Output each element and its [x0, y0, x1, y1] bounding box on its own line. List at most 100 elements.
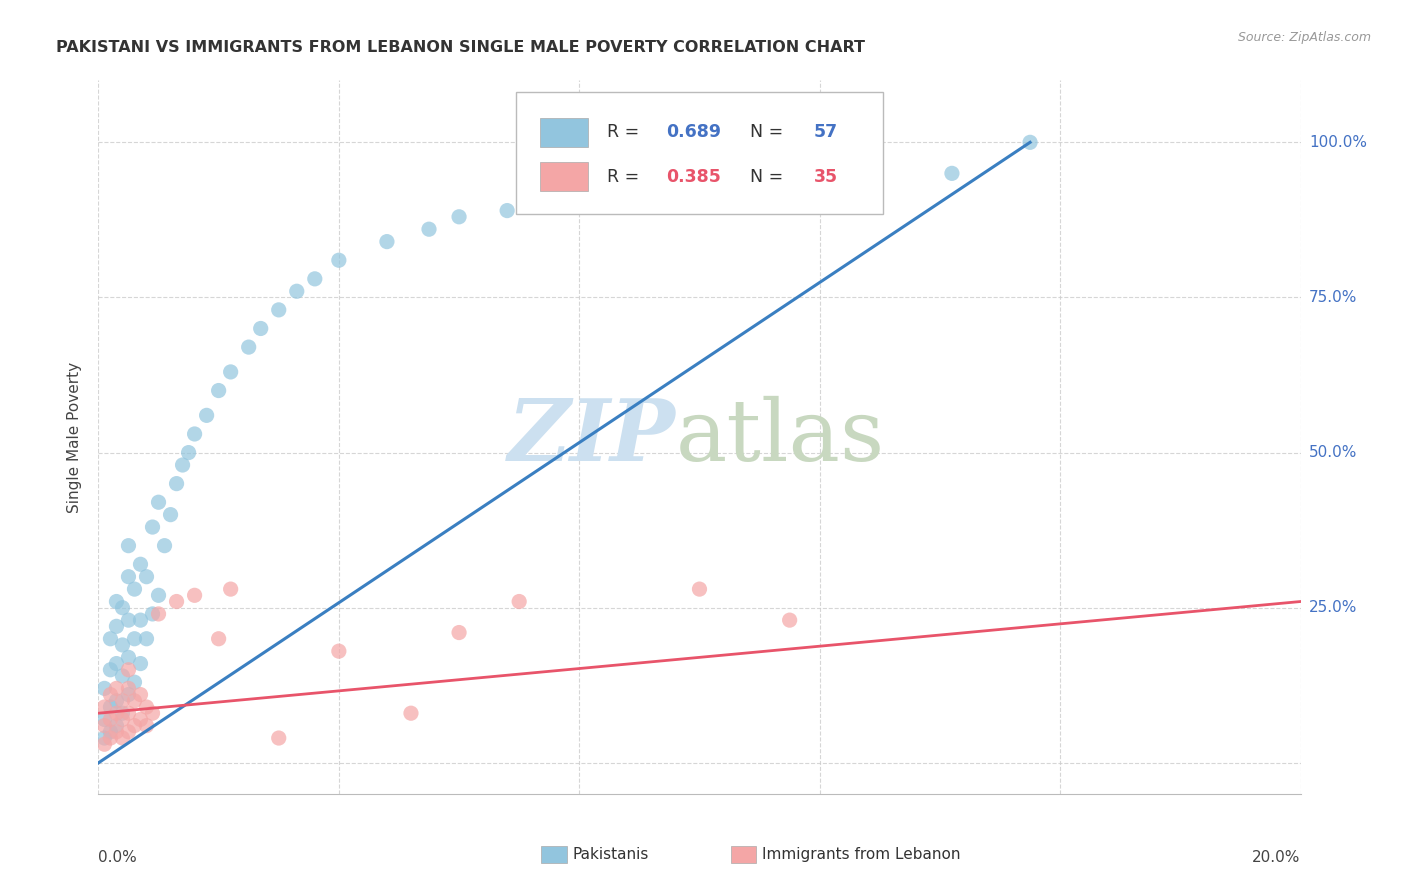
- Point: [129, 613, 152, 627]
- Text: 35: 35: [814, 168, 838, 186]
- Point: [117, 663, 139, 677]
- Point: [238, 340, 260, 354]
- Text: 0.0%: 0.0%: [98, 850, 138, 864]
- Text: N =: N =: [740, 123, 789, 141]
- FancyBboxPatch shape: [540, 162, 588, 191]
- Point: [100, 713, 122, 727]
- Point: [111, 694, 134, 708]
- Point: [135, 700, 157, 714]
- Point: [779, 613, 801, 627]
- Point: [148, 588, 170, 602]
- Point: [688, 582, 710, 596]
- Point: [93, 737, 115, 751]
- Point: [105, 594, 128, 608]
- Point: [135, 570, 157, 584]
- Text: N =: N =: [740, 168, 789, 186]
- Point: [208, 384, 231, 398]
- Point: [129, 713, 152, 727]
- Point: [105, 619, 128, 633]
- Point: [124, 632, 146, 646]
- Point: [117, 570, 139, 584]
- Point: [399, 706, 422, 721]
- Point: [124, 718, 146, 732]
- Text: ZIP: ZIP: [508, 395, 675, 479]
- Point: [111, 706, 134, 721]
- Point: [111, 669, 134, 683]
- Point: [100, 632, 122, 646]
- Point: [447, 625, 470, 640]
- Point: [153, 539, 176, 553]
- Point: [148, 495, 170, 509]
- Point: [105, 718, 128, 732]
- Point: [100, 731, 122, 745]
- Point: [117, 706, 139, 721]
- Text: PAKISTANI VS IMMIGRANTS FROM LEBANON SINGLE MALE POVERTY CORRELATION CHART: PAKISTANI VS IMMIGRANTS FROM LEBANON SIN…: [56, 40, 865, 55]
- Point: [177, 445, 200, 459]
- Text: Source: ZipAtlas.com: Source: ZipAtlas.com: [1237, 31, 1371, 45]
- Text: 0.689: 0.689: [666, 123, 721, 141]
- Point: [117, 681, 139, 696]
- Text: Immigrants from Lebanon: Immigrants from Lebanon: [762, 847, 960, 862]
- Point: [93, 681, 115, 696]
- Point: [105, 706, 128, 721]
- Point: [135, 718, 157, 732]
- Point: [208, 632, 231, 646]
- Point: [141, 520, 163, 534]
- Point: [328, 644, 350, 658]
- Point: [219, 365, 242, 379]
- Point: [117, 613, 139, 627]
- Text: 50.0%: 50.0%: [1309, 445, 1357, 460]
- Point: [111, 713, 134, 727]
- FancyBboxPatch shape: [516, 93, 883, 214]
- Point: [117, 539, 139, 553]
- Point: [111, 600, 134, 615]
- Point: [93, 700, 115, 714]
- Text: R =: R =: [607, 123, 645, 141]
- Point: [117, 650, 139, 665]
- Point: [135, 632, 157, 646]
- Point: [117, 688, 139, 702]
- Point: [267, 731, 290, 745]
- Point: [129, 558, 152, 572]
- Point: [555, 197, 578, 211]
- Point: [285, 285, 308, 299]
- Point: [105, 694, 128, 708]
- Point: [328, 253, 350, 268]
- Point: [941, 166, 963, 180]
- Point: [508, 594, 530, 608]
- Point: [148, 607, 170, 621]
- Point: [183, 588, 205, 602]
- Point: [124, 582, 146, 596]
- Point: [100, 700, 122, 714]
- Point: [124, 694, 146, 708]
- Y-axis label: Single Male Poverty: Single Male Poverty: [67, 361, 83, 513]
- Point: [195, 409, 218, 423]
- Point: [141, 706, 163, 721]
- Point: [375, 235, 398, 249]
- Text: Pakistanis: Pakistanis: [572, 847, 648, 862]
- Point: [496, 203, 519, 218]
- Point: [100, 688, 122, 702]
- Text: 25.0%: 25.0%: [1309, 600, 1357, 615]
- Point: [183, 427, 205, 442]
- Text: 0.385: 0.385: [666, 168, 721, 186]
- Point: [304, 272, 326, 286]
- Point: [105, 681, 128, 696]
- Point: [141, 607, 163, 621]
- Text: 20.0%: 20.0%: [1253, 850, 1301, 864]
- Point: [117, 724, 139, 739]
- Point: [100, 663, 122, 677]
- Text: R =: R =: [607, 168, 645, 186]
- Point: [628, 191, 651, 205]
- Point: [447, 210, 470, 224]
- Point: [418, 222, 440, 236]
- Text: 75.0%: 75.0%: [1309, 290, 1357, 305]
- Text: 100.0%: 100.0%: [1309, 135, 1367, 150]
- Point: [129, 688, 152, 702]
- Point: [100, 724, 122, 739]
- Point: [105, 657, 128, 671]
- Point: [111, 731, 134, 745]
- Text: atlas: atlas: [675, 395, 884, 479]
- Point: [111, 638, 134, 652]
- Point: [166, 594, 188, 608]
